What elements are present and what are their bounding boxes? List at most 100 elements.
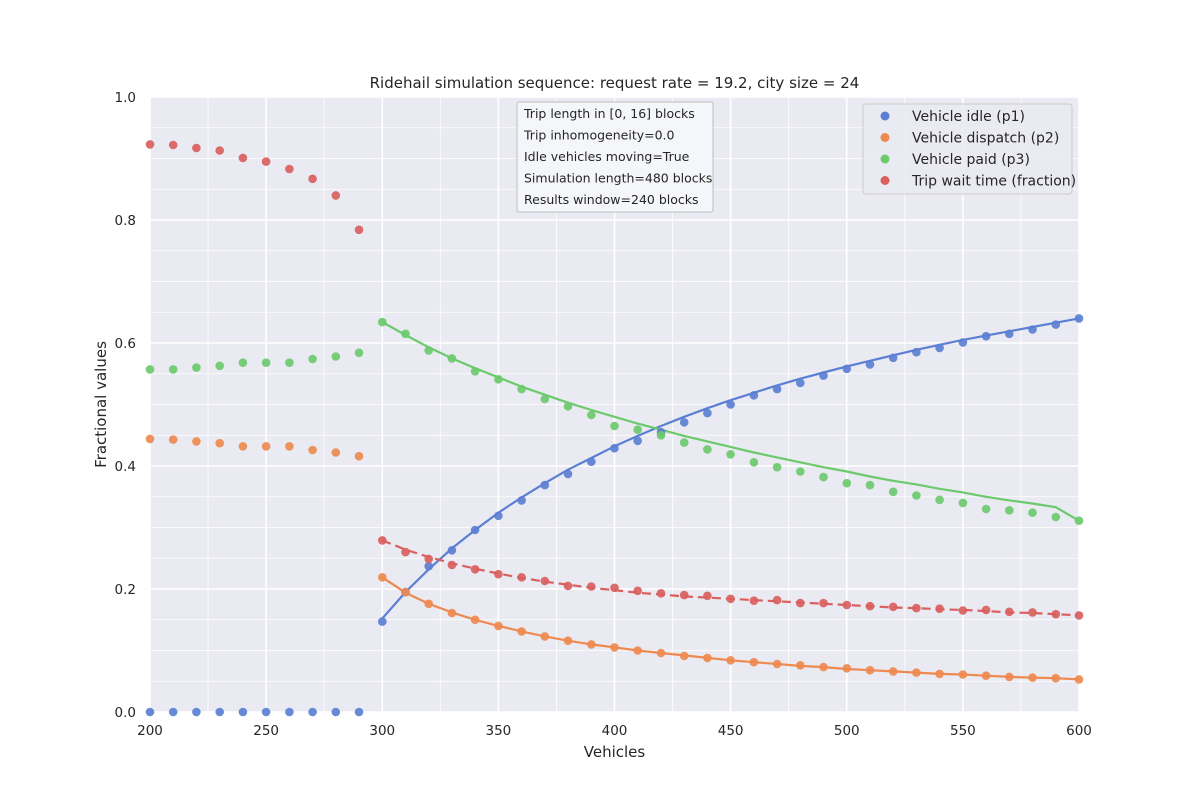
legend-label: Vehicle idle (p1)	[912, 109, 1025, 125]
data-point	[587, 457, 596, 467]
data-point	[1051, 609, 1061, 619]
data-point	[888, 487, 898, 497]
data-point	[842, 364, 852, 374]
data-point	[401, 329, 410, 339]
data-point	[749, 391, 759, 400]
data-point	[772, 595, 782, 605]
data-point	[888, 602, 898, 612]
data-point	[1051, 512, 1061, 522]
data-point	[842, 600, 852, 610]
data-point	[1005, 506, 1014, 515]
data-point	[1005, 329, 1014, 339]
data-point	[656, 648, 666, 658]
y-tick-label: 0.6	[115, 336, 136, 352]
x-tick-label: 550	[950, 723, 976, 739]
y-tick-label: 0.4	[115, 459, 136, 475]
data-point	[378, 317, 387, 327]
x-tick-label: 450	[718, 723, 744, 739]
data-point	[424, 346, 434, 355]
data-point	[633, 586, 642, 596]
legend-marker	[880, 176, 890, 185]
data-point	[563, 469, 573, 479]
data-point	[1028, 608, 1037, 617]
data-point	[494, 621, 503, 631]
data-point	[772, 384, 782, 394]
data-point	[145, 365, 155, 374]
data-point	[981, 331, 991, 341]
data-point	[935, 495, 944, 505]
info-line: Results window=240 blocks	[524, 192, 699, 207]
x-tick-label: 600	[1066, 723, 1092, 739]
legend-marker	[880, 154, 890, 164]
data-point	[470, 525, 480, 535]
data-point	[563, 581, 573, 591]
data-point	[215, 146, 224, 155]
data-point	[865, 360, 875, 369]
data-point	[378, 617, 387, 626]
data-point	[1005, 672, 1014, 682]
data-point	[447, 560, 457, 570]
x-tick-label: 300	[369, 723, 395, 739]
data-point	[192, 707, 201, 717]
y-tick-label: 0.2	[115, 582, 136, 598]
data-point	[958, 606, 968, 615]
data-point	[261, 442, 271, 451]
data-point	[796, 598, 805, 608]
data-point	[865, 480, 875, 490]
data-point	[470, 367, 480, 376]
data-point	[610, 583, 619, 593]
data-point	[703, 591, 712, 601]
data-point	[679, 590, 689, 600]
y-tick-label: 1.0	[115, 90, 136, 106]
x-tick-label: 250	[253, 723, 279, 739]
data-point	[633, 646, 642, 655]
data-point	[610, 643, 619, 652]
data-point	[563, 636, 573, 645]
data-point	[981, 605, 991, 615]
data-point	[238, 707, 248, 717]
data-point	[749, 657, 759, 667]
data-point	[935, 343, 944, 353]
data-point	[842, 478, 852, 488]
x-tick-label: 400	[602, 723, 628, 739]
data-point	[726, 400, 735, 409]
data-point	[1028, 673, 1037, 682]
data-point	[1005, 607, 1014, 617]
data-point	[749, 596, 759, 605]
data-point	[656, 589, 666, 598]
data-point	[424, 554, 434, 564]
data-point	[331, 191, 341, 200]
data-point	[540, 632, 550, 641]
data-point	[145, 707, 155, 717]
data-point	[726, 594, 735, 604]
data-point	[354, 225, 364, 235]
data-point	[842, 664, 852, 673]
data-point	[378, 573, 387, 582]
data-point	[865, 665, 875, 675]
data-point	[145, 434, 155, 444]
data-point	[1051, 320, 1061, 329]
data-point	[703, 653, 712, 663]
legend-label: Trip wait time (fraction)	[911, 174, 1076, 190]
data-point	[238, 358, 248, 368]
data-point	[401, 587, 410, 597]
data-point	[656, 431, 666, 440]
data-point	[192, 437, 201, 446]
data-point	[1028, 325, 1037, 334]
data-point	[168, 140, 178, 150]
data-point	[215, 361, 224, 371]
data-point	[796, 467, 805, 476]
data-points	[145, 140, 1084, 717]
data-point	[935, 604, 944, 613]
data-point	[517, 573, 526, 582]
data-point	[1074, 516, 1084, 525]
data-point	[981, 504, 991, 514]
data-point	[494, 569, 503, 579]
data-point	[1051, 673, 1061, 683]
data-point	[215, 707, 224, 717]
data-point	[819, 371, 828, 380]
data-point	[424, 561, 434, 571]
data-point	[912, 668, 921, 677]
data-point	[261, 358, 271, 368]
data-point	[285, 164, 294, 174]
